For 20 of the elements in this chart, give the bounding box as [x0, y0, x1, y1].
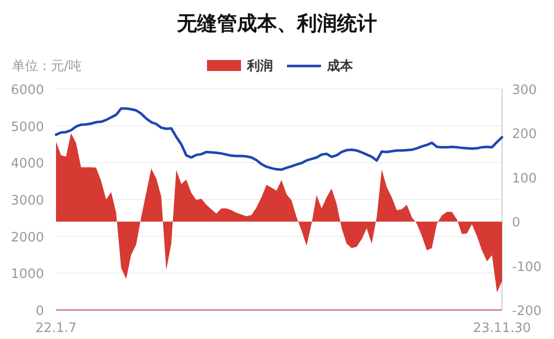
x-tick-label: 22.1.7	[35, 321, 77, 336]
y-tick-label: 0	[36, 304, 44, 319]
y2-tick-label: -100	[512, 260, 542, 275]
y-tick-label: 2000	[10, 230, 44, 246]
y2-tick-label: 0	[512, 216, 520, 231]
y-tick-label: 3000	[10, 194, 44, 208]
x-tick-label: 23.11.30	[473, 321, 531, 336]
legend-label: 成本	[326, 59, 354, 74]
y2-tick-label: -200	[512, 304, 542, 319]
y-tick-label: 4000	[10, 156, 44, 172]
y-tick-label: 1000	[10, 267, 44, 282]
line-series	[54, 107, 504, 171]
legend-label: 利润	[246, 58, 273, 74]
y2-tick-label: 200	[512, 127, 537, 142]
y-axis-title: 单位：元/吨	[12, 59, 82, 74]
y-tick-label: 5000	[10, 120, 44, 135]
chart-title: 无缝管成本、利润统计	[176, 11, 377, 35]
y2-tick-label: 300	[512, 83, 537, 98]
y2-tick-label: 100	[512, 171, 537, 186]
y-tick-label: 6000	[10, 83, 44, 98]
